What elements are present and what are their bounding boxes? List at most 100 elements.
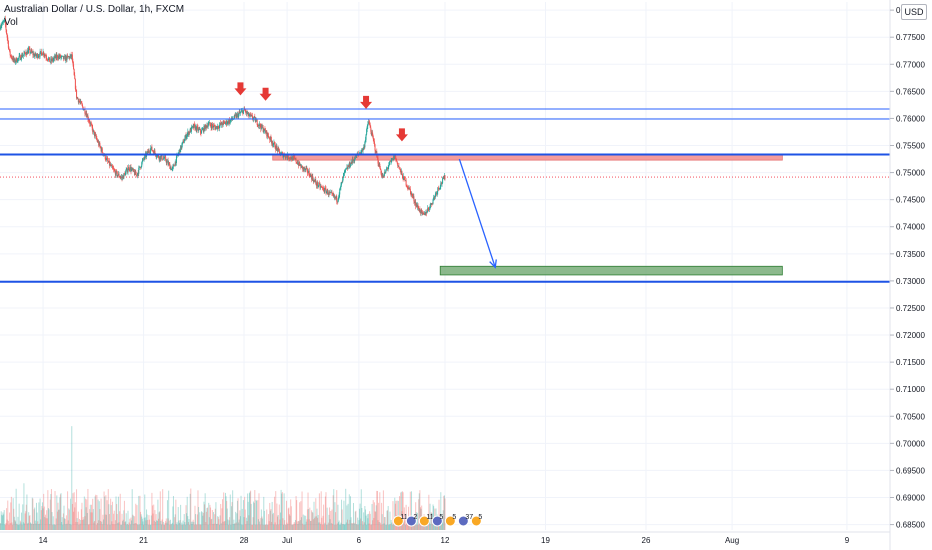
candle-body [384, 171, 386, 173]
volume-bar [152, 513, 154, 530]
volume-bar [205, 522, 207, 530]
candle-body [131, 169, 133, 172]
candle-body [300, 165, 302, 168]
candle-body [285, 155, 287, 158]
volume-bar [43, 506, 45, 530]
candle-body [100, 147, 102, 152]
candle-body [169, 167, 171, 169]
event-markers[interactable]: 11 2 11 5 5 37 5 [392, 514, 482, 527]
volume-bar [126, 523, 128, 530]
volume-bar [245, 524, 247, 530]
candle-body [127, 170, 129, 173]
volume-bar [220, 503, 222, 530]
candle-body [27, 50, 29, 54]
volume-bar [16, 524, 18, 530]
candle-body [317, 182, 319, 187]
volume-bar [170, 524, 172, 530]
volume-bar [250, 490, 252, 530]
candle-body [220, 123, 222, 125]
price-axis[interactable]: 0.780000.775000.770000.765000.760000.755… [889, 0, 932, 550]
candle-body [375, 151, 377, 153]
volume-bar [23, 483, 25, 530]
candle-body [382, 175, 384, 177]
volume-bar [105, 495, 107, 530]
volume-bar [268, 521, 270, 530]
candle-body [184, 135, 186, 139]
candle-body [419, 212, 421, 214]
price-tick-label: 0.77000 [896, 60, 925, 69]
volume-bar [52, 516, 54, 530]
volume-bar [306, 509, 308, 530]
volume-bar [406, 524, 408, 530]
volume-bar [162, 489, 164, 530]
currency-button[interactable]: USD [901, 4, 927, 20]
candle-body [0, 25, 2, 28]
candle-body [52, 59, 54, 61]
volume-bar [186, 513, 188, 530]
candle-body [186, 136, 188, 139]
candle-body [61, 55, 63, 57]
candle-body [267, 132, 269, 136]
candle-body [434, 193, 436, 198]
volume-bar [38, 523, 40, 530]
volume-bar [242, 500, 244, 530]
candle-body [106, 158, 108, 159]
volume-bar [300, 517, 302, 530]
volume-bar [99, 521, 101, 530]
volume-bar [223, 521, 225, 530]
volume-bar [40, 510, 42, 530]
candle-body [389, 161, 391, 163]
candle-body [305, 168, 307, 169]
volume-bar [50, 494, 52, 530]
volume-bar [187, 516, 189, 530]
candle-body [413, 196, 415, 202]
volume-bar [13, 516, 15, 530]
price-tick-label: 0.74500 [896, 196, 925, 205]
volume-bar [391, 522, 393, 530]
volume-bar [252, 517, 254, 530]
time-axis[interactable]: 14 21 28 Jul 6 12 19 26 Aug 9 [0, 531, 890, 545]
volume-bar [45, 518, 47, 530]
candle-body [348, 162, 350, 167]
volume-bar [383, 523, 385, 530]
candle-body [80, 101, 82, 104]
candle-body [432, 199, 434, 204]
candle-body [387, 166, 389, 169]
candle-body [306, 168, 308, 169]
candle-body [235, 114, 237, 116]
horizontal-levels[interactable]: 0.761750.759900.753340.729840.74917 [0, 102, 930, 288]
volume-bar [358, 520, 360, 530]
volume-bar [195, 514, 197, 530]
candle-body [348, 166, 350, 167]
event-flag [444, 515, 456, 527]
candle-body [68, 56, 70, 58]
candle-body [221, 122, 223, 125]
volume-bar [24, 513, 26, 530]
volume-bar [288, 507, 290, 530]
volume-bar [82, 517, 84, 530]
candle-body [78, 101, 80, 103]
volume-bar [62, 524, 64, 530]
candle-body [413, 201, 415, 204]
candle-body [65, 56, 67, 61]
candle-body [442, 177, 444, 179]
volume-bar [309, 520, 311, 530]
candle-body [6, 34, 8, 38]
candle-body [344, 170, 346, 174]
candle-body [378, 163, 380, 167]
candle-body [131, 168, 133, 170]
candle-body [305, 168, 307, 170]
volume-bar [317, 517, 319, 530]
volume-bar [285, 500, 287, 530]
candle-body [89, 123, 91, 124]
volume-bar [232, 524, 234, 530]
volume-bar [232, 490, 234, 530]
candle-body [99, 146, 101, 148]
candle-body [382, 176, 384, 178]
volume-bar [77, 511, 79, 530]
volume-bar [386, 510, 388, 530]
candle-body [269, 138, 271, 140]
candle-body [391, 159, 393, 161]
candle-body [268, 135, 270, 138]
